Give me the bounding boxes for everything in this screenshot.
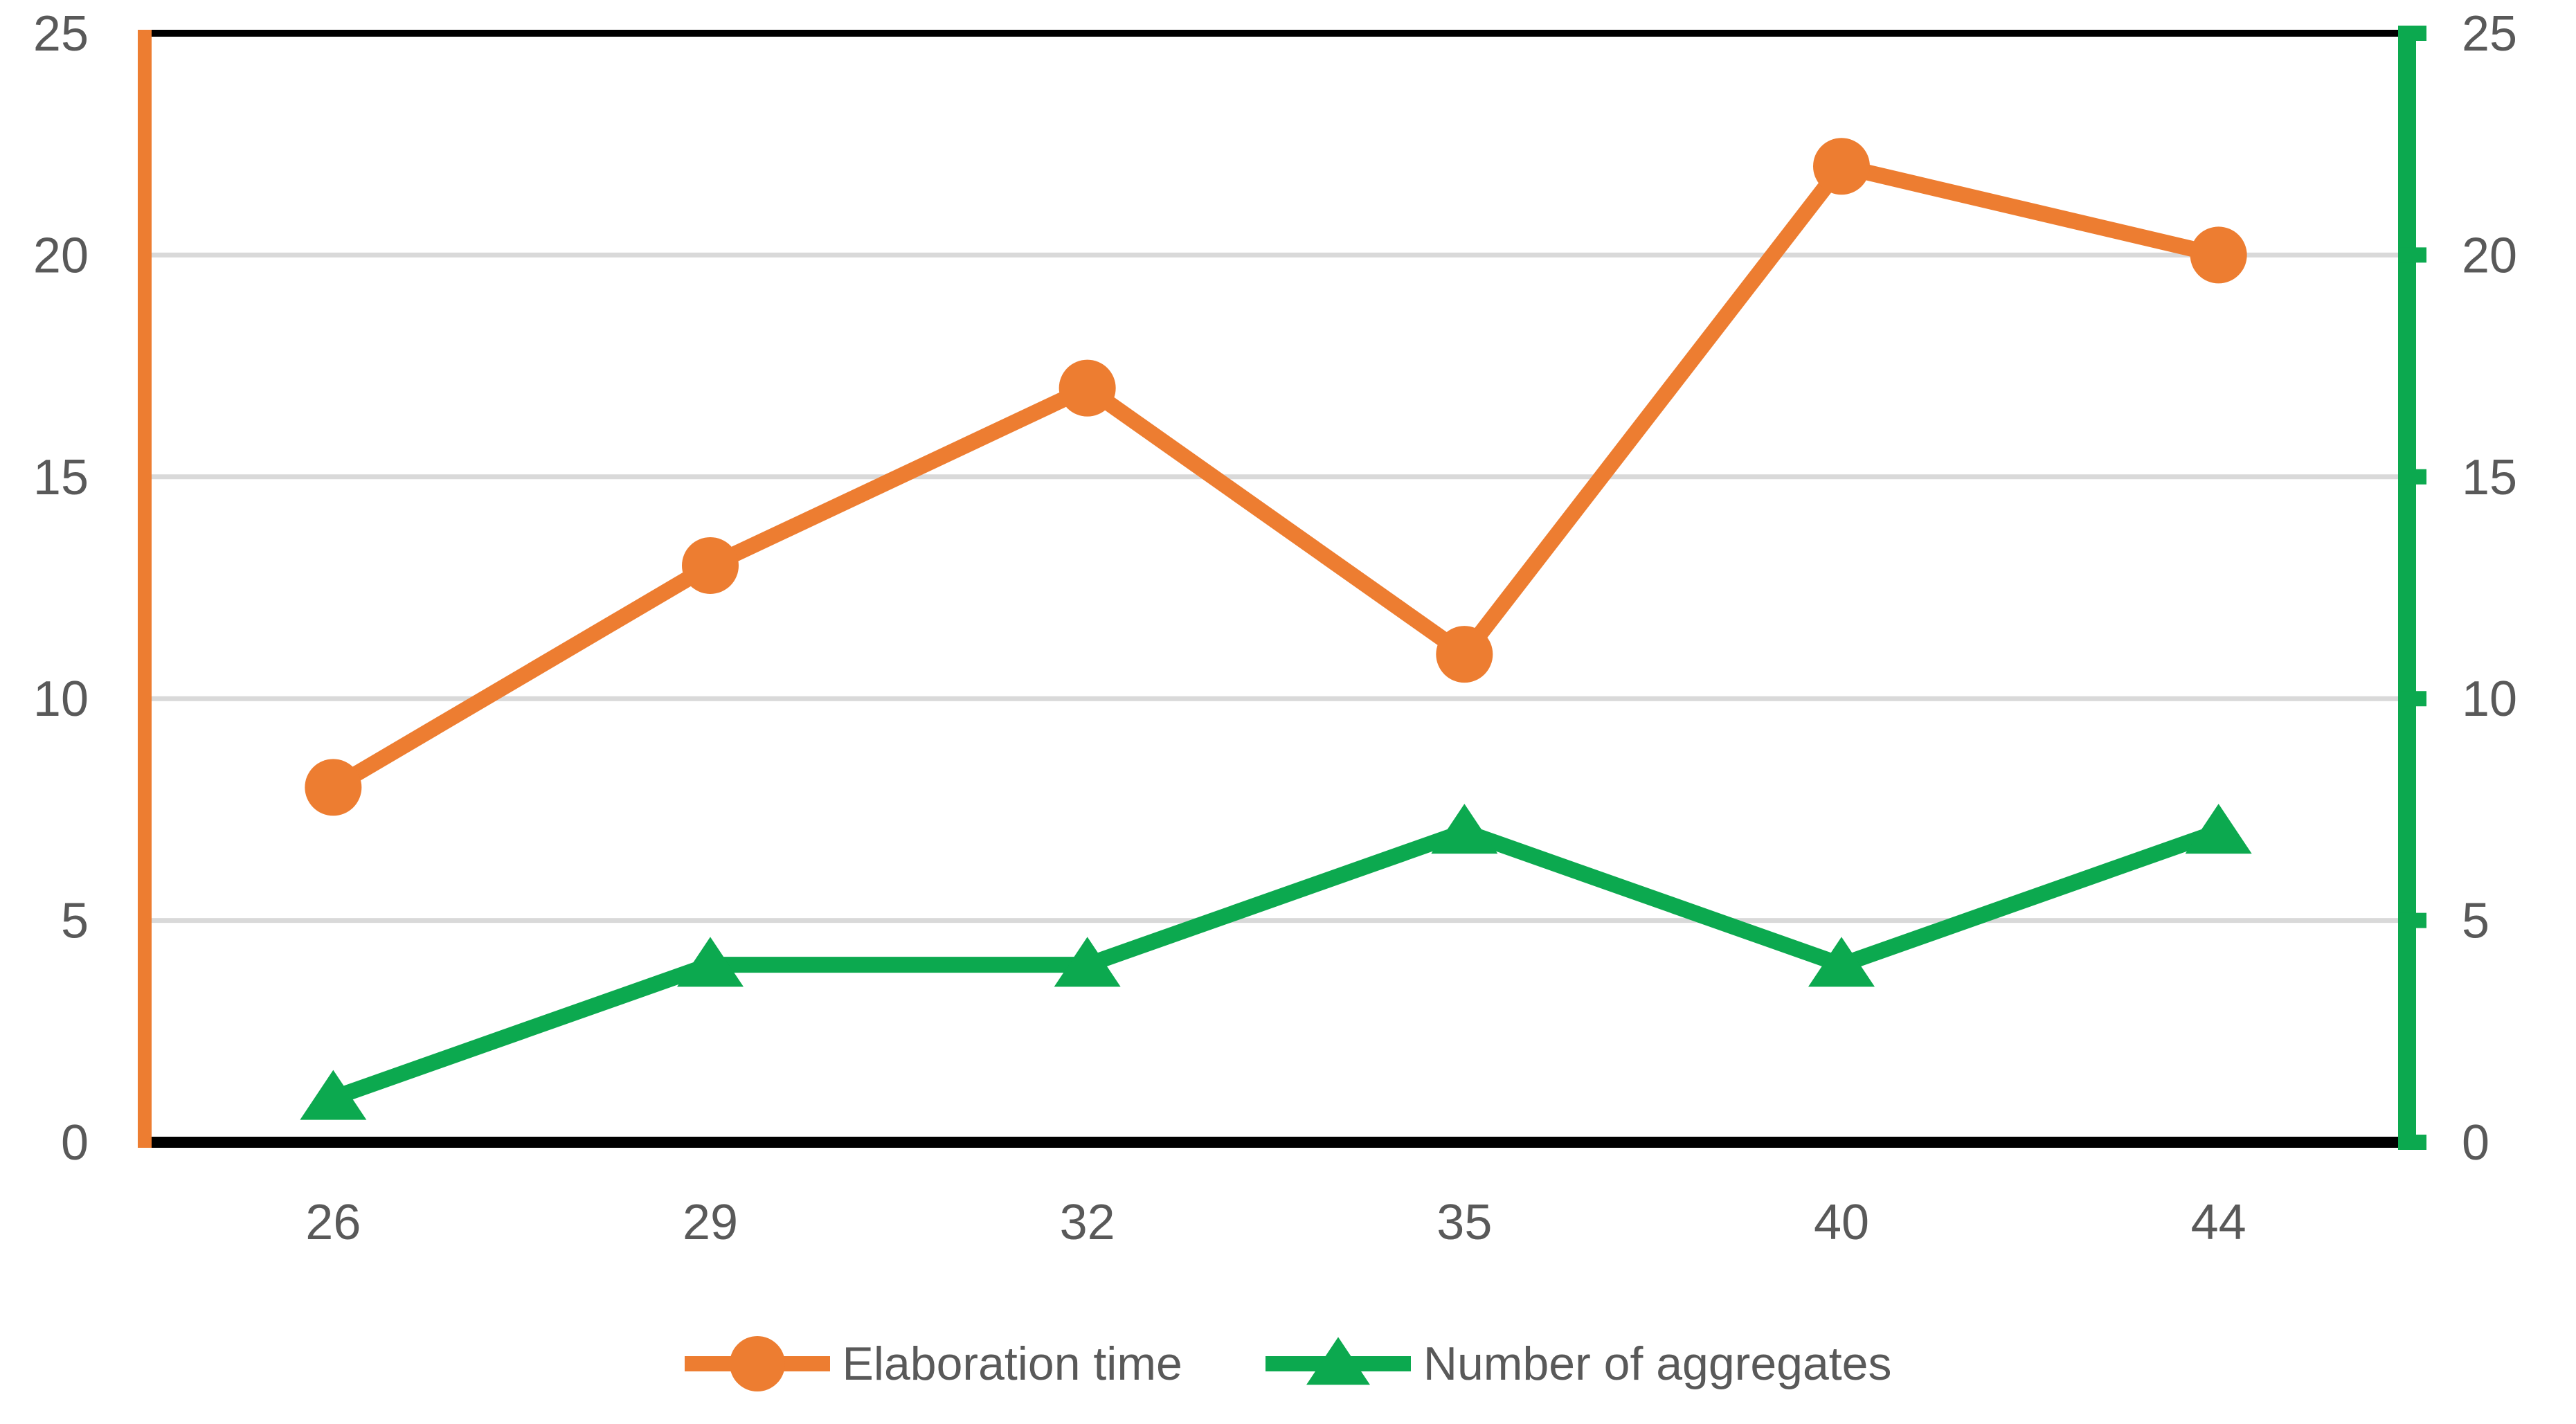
series-marker-triangle-number-of-aggregates — [1431, 804, 1498, 854]
right-axis-tick-label: 20 — [2462, 228, 2517, 283]
left-axis-tick-label: 10 — [33, 672, 89, 727]
legend-label-number-of-aggregates: Number of aggregates — [1423, 1337, 1892, 1390]
legend-item-elaboration-time: Elaboration time — [684, 1322, 1182, 1405]
legend-marker-triangle-icon — [1265, 1337, 1411, 1385]
chart-legend: Elaboration time Number of aggregates — [0, 1312, 2576, 1416]
right-axis-tick-label: 25 — [2462, 6, 2517, 62]
x-axis-tick-label: 26 — [305, 1195, 361, 1250]
legend-marker-circle-icon — [684, 1336, 830, 1391]
series-marker-triangle-number-of-aggregates — [300, 1070, 367, 1120]
right-axis-tick-label: 5 — [2462, 894, 2489, 949]
x-axis-tick-label: 29 — [683, 1195, 738, 1250]
left-axis-tick-label: 15 — [33, 450, 89, 505]
x-axis-tick-label: 32 — [1060, 1195, 1115, 1250]
legend-triangle — [1306, 1337, 1370, 1385]
series-marker-triangle-number-of-aggregates — [1054, 937, 1121, 987]
left-axis-tick-label: 5 — [61, 894, 89, 949]
series-marker-circle-elaboration-time — [2190, 226, 2247, 284]
x-axis-tick-label: 44 — [2191, 1195, 2246, 1250]
series-line-number-of-aggregates — [325, 823, 2227, 1106]
legend-item-number-of-aggregates: Number of aggregates — [1265, 1322, 1892, 1405]
series-marker-circle-elaboration-time — [1813, 138, 1870, 195]
left-axis-tick-label: 25 — [33, 6, 89, 62]
right-axis-tick-label: 15 — [2462, 450, 2517, 505]
series-marker-circle-elaboration-time — [1436, 626, 1493, 683]
x-axis-tick-label: 40 — [1814, 1195, 1869, 1250]
series-line-elaboration-time — [325, 158, 2227, 795]
left-axis-tick-label: 20 — [33, 228, 89, 283]
series-marker-triangle-number-of-aggregates — [677, 937, 744, 987]
legend-label-elaboration-time: Elaboration time — [842, 1337, 1182, 1390]
x-axis-tick-label: 35 — [1436, 1195, 1492, 1250]
legend-circle — [729, 1336, 785, 1391]
series-marker-triangle-number-of-aggregates — [2185, 804, 2252, 854]
right-axis-tick-label: 10 — [2462, 672, 2517, 727]
right-axis-tick-label: 0 — [2462, 1115, 2489, 1171]
series-marker-circle-elaboration-time — [682, 537, 739, 594]
series-marker-circle-elaboration-time — [305, 759, 362, 816]
series-marker-circle-elaboration-time — [1059, 359, 1116, 417]
left-axis-tick-label: 0 — [61, 1115, 89, 1171]
series-marker-triangle-number-of-aggregates — [1808, 937, 1875, 987]
